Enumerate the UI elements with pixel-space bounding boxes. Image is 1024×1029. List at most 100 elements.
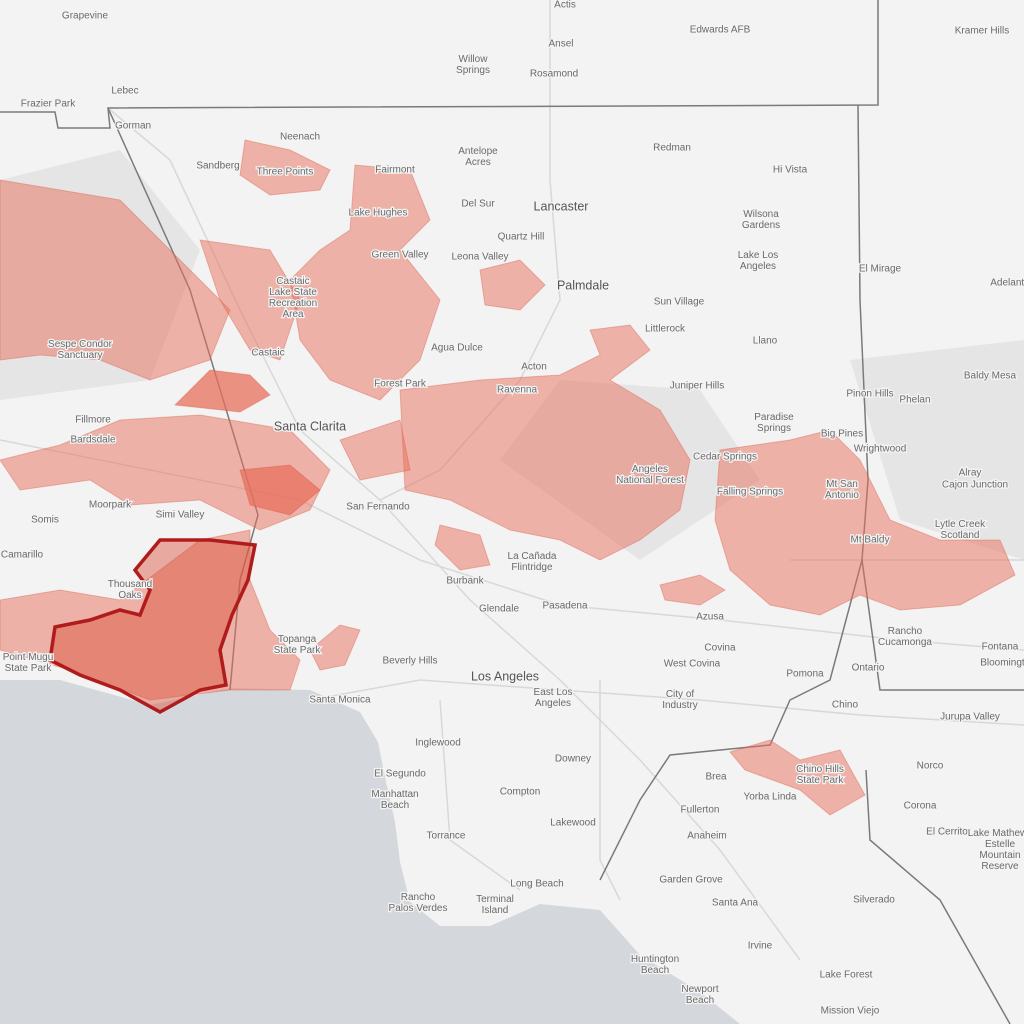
place-label: Gorman (115, 121, 151, 132)
place-label: Antelope (458, 146, 498, 157)
place-label: Edwards AFB (690, 25, 751, 36)
place-label: State Park (274, 645, 322, 656)
place-label: Fontana (982, 642, 1019, 653)
place-label: Springs (456, 65, 490, 76)
place-label: El Cerrito (926, 827, 968, 838)
place-label: Newport (681, 984, 718, 995)
place-label: Ansel (548, 39, 573, 50)
place-label: Rosamond (530, 69, 578, 80)
place-label: Manhattan (371, 789, 418, 800)
place-label: Rancho (401, 892, 436, 903)
place-label: Burbank (446, 576, 484, 587)
place-label: Bloomington (980, 658, 1024, 669)
place-label: Pinon Hills (846, 389, 893, 400)
place-label: Glendale (479, 604, 519, 615)
place-label: Moorpark (89, 500, 132, 511)
place-label: Pasadena (542, 601, 587, 612)
place-label: State Park (797, 775, 845, 786)
place-label: Covina (704, 643, 736, 654)
place-label: Palos Verdes (389, 903, 448, 914)
terrain (0, 150, 1024, 560)
place-label: Angeles (740, 261, 776, 272)
place-label: Gardens (742, 220, 780, 231)
place-label: Juniper Hills (670, 381, 724, 392)
place-label: Adelanto (990, 278, 1024, 289)
place-label: Simi Valley (156, 510, 205, 521)
place-label: Beach (381, 800, 409, 811)
place-label: Willow (459, 54, 489, 65)
place-label: Castaic (276, 276, 309, 287)
place-label: Sun Village (654, 297, 705, 308)
place-label: Point Mugu (3, 652, 54, 663)
fire-perimeters (0, 139, 1016, 816)
place-label: Beach (686, 995, 714, 1006)
place-label: Oaks (118, 590, 141, 601)
place-label: Anaheim (687, 831, 726, 842)
place-label: Inglewood (415, 738, 461, 749)
place-label: Redman (653, 143, 691, 154)
place-label: Santa Monica (309, 695, 371, 706)
place-label: Somis (31, 515, 59, 526)
place-label: Phelan (899, 395, 930, 406)
place-label: Recreation (269, 298, 317, 309)
place-label: Sespe Condor (48, 339, 113, 350)
place-label: Green Valley (371, 250, 428, 261)
place-label: Grapevine (62, 11, 109, 22)
place-label: Palmdale (557, 278, 609, 292)
place-label: City of (666, 689, 695, 700)
place-label: Santa Ana (712, 898, 759, 909)
place-label: Lytle Creek (935, 519, 986, 530)
place-label: Lakewood (550, 818, 596, 829)
place-label: Industry (662, 700, 698, 711)
place-label: Springs (757, 423, 791, 434)
place-label: Cedar Springs (693, 452, 757, 463)
place-label: Bardsdale (70, 435, 115, 446)
place-label: Antonio (825, 490, 859, 501)
place-label: Lake State (269, 287, 317, 298)
place-label: Thousand (108, 579, 152, 590)
place-label: Silverado (853, 895, 895, 906)
place-label: Acres (465, 157, 491, 168)
place-label: Hi Vista (773, 165, 808, 176)
place-label: Long Beach (510, 879, 563, 890)
place-label: Fillmore (75, 415, 111, 426)
place-label: Acton (521, 362, 547, 373)
place-label: Corona (904, 801, 937, 812)
place-label: Agua Dulce (431, 343, 483, 354)
place-label: Forest Park (374, 379, 427, 390)
place-label: East Los (534, 687, 573, 698)
place-label: San Fernando (346, 502, 410, 513)
place-label: Lake Hughes (349, 208, 408, 219)
place-label: Irvine (748, 941, 773, 952)
place-label: Lake Mathews (968, 828, 1024, 839)
place-label: National Forest (616, 475, 684, 486)
place-label: Compton (500, 787, 541, 798)
place-label: Wilsona (743, 209, 779, 220)
place-label: Sanctuary (57, 350, 102, 361)
place-label: Frazier Park (21, 99, 76, 110)
place-label: Kramer Hills (955, 26, 1009, 37)
place-label: Downey (555, 754, 591, 765)
place-label: Mt San (826, 479, 858, 490)
place-label: Alray (959, 468, 982, 479)
place-label: Mt Baldy (851, 535, 890, 546)
place-label: Torrance (427, 831, 466, 842)
place-label: Paradise (754, 412, 794, 423)
place-label: Chino Hills (796, 764, 844, 775)
place-label: Mountain (979, 850, 1020, 861)
place-label: Rancho (888, 626, 923, 637)
place-label: State Park (5, 663, 53, 674)
place-label: Jurupa Valley (940, 712, 1000, 723)
place-label: Cucamonga (878, 637, 932, 648)
place-label: Huntington (631, 954, 679, 965)
place-label: Estelle (985, 839, 1015, 850)
place-label: Mission Viejo (821, 1006, 880, 1017)
place-label: Ravenna (497, 385, 537, 396)
place-label: Fairmont (375, 165, 415, 176)
place-label: Ontario (852, 663, 885, 674)
place-label: Baldy Mesa (964, 371, 1017, 382)
place-label: Brea (705, 772, 727, 783)
